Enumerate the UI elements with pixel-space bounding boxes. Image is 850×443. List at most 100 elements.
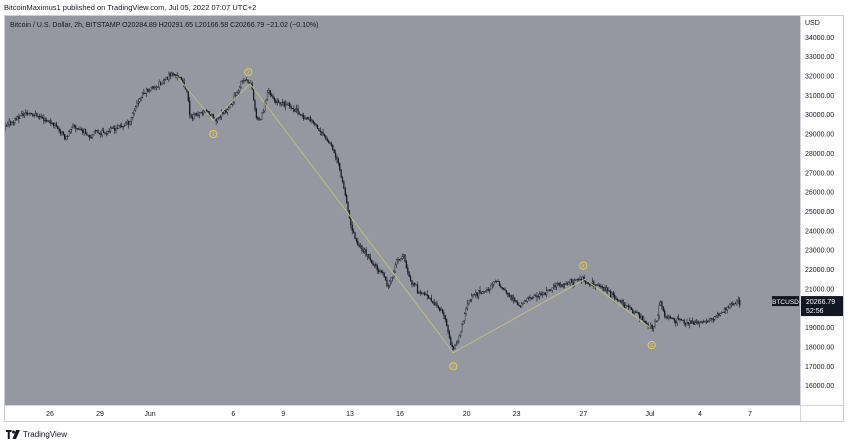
candle-body	[172, 72, 174, 76]
candle-body	[152, 86, 155, 89]
candle-body	[439, 307, 441, 311]
candle-body	[161, 83, 163, 86]
candle-body	[421, 291, 423, 294]
candle-body	[436, 303, 438, 307]
candle-body	[416, 284, 419, 293]
candle-body	[447, 325, 449, 333]
candle-body	[89, 134, 91, 138]
candle-body	[348, 210, 351, 218]
candle-body	[315, 124, 317, 126]
candle-body	[344, 188, 346, 196]
symbol-tag-text: BTCUSD	[772, 299, 799, 306]
candle-body	[39, 116, 41, 118]
ohlc-legend-part: H	[159, 22, 164, 29]
candle-body	[96, 130, 98, 132]
candle-body	[116, 128, 119, 130]
candle-body	[236, 92, 238, 96]
candle-body	[225, 110, 227, 113]
candle-body	[308, 117, 310, 120]
candle-body	[372, 262, 374, 266]
y-tick-label: 27000.00	[805, 170, 834, 177]
candle-body	[569, 279, 571, 283]
candle-body	[482, 291, 484, 294]
candle-body	[502, 288, 505, 290]
x-tick-label: 26	[46, 411, 54, 418]
candle-body	[93, 131, 95, 135]
candle-body	[534, 295, 537, 297]
candle-body	[461, 324, 463, 332]
candle-body	[61, 131, 63, 134]
candle-body	[101, 130, 103, 135]
x-tick-label: Jul	[646, 411, 655, 418]
candle-body	[508, 293, 510, 297]
candle-body	[336, 156, 338, 160]
candle-body	[244, 80, 246, 82]
candle-body	[419, 291, 421, 294]
candle-body	[689, 320, 691, 324]
candle-body	[22, 113, 24, 117]
candle-body	[59, 130, 62, 134]
candle-body	[272, 95, 274, 99]
y-tick-label: 24000.00	[805, 228, 834, 235]
candle-body	[675, 320, 677, 324]
footer-brand[interactable]: TradingView	[23, 429, 68, 439]
candle-body	[727, 306, 730, 308]
candle-body	[73, 124, 76, 127]
candle-body	[159, 81, 162, 86]
x-tick-label: 16	[396, 411, 404, 418]
candle-body	[580, 278, 583, 281]
candle-body	[425, 294, 427, 296]
ohlc-legend-part: O	[122, 22, 128, 29]
candle-body	[418, 292, 420, 294]
candle-body	[536, 295, 538, 298]
candlestick-chart[interactable]: 34000.00 33000.00 32000.00 31000.00 30000.00…	[5, 16, 843, 421]
candle-body	[526, 298, 528, 302]
candle-body	[29, 112, 31, 114]
candle-body	[407, 267, 409, 273]
candle-body	[287, 102, 289, 106]
candle-body	[605, 287, 608, 291]
candle-body	[87, 134, 89, 136]
candle-body	[102, 130, 105, 133]
wave-count-line	[176, 75, 651, 354]
candle-body	[427, 295, 430, 299]
wave-label-circle	[579, 261, 588, 270]
candle-body	[662, 306, 664, 312]
y-tick-label: 33000.00	[805, 54, 834, 61]
candle-body	[571, 279, 573, 283]
candle-body	[487, 289, 489, 291]
candle-body	[658, 305, 660, 316]
candle-body	[68, 131, 70, 137]
candle-body	[568, 282, 570, 285]
candle-body	[154, 87, 156, 89]
candle-body	[312, 120, 314, 123]
ohlc-legend-part: 20291.65	[164, 22, 195, 29]
candle-body	[479, 290, 481, 294]
candle-body	[543, 292, 545, 295]
candle-body	[121, 126, 123, 128]
candle-body	[247, 79, 249, 83]
candle-body	[365, 249, 367, 257]
candle-body	[132, 113, 134, 118]
candle-body	[586, 281, 588, 284]
candle-body	[672, 317, 674, 319]
candle-body	[271, 94, 273, 97]
candle-body	[226, 109, 228, 113]
candle-body	[323, 134, 326, 137]
candle-body	[65, 136, 67, 140]
candle-body	[576, 278, 578, 280]
candle-body	[14, 118, 16, 124]
candle-body	[333, 149, 335, 154]
price-tag-countdown: 52:56	[806, 308, 824, 315]
candle-body	[473, 294, 476, 296]
wave-label-text: 1	[212, 132, 215, 138]
candle-body	[646, 323, 648, 325]
candle-body	[400, 258, 402, 260]
candle-body	[202, 110, 205, 114]
candle-body	[609, 290, 612, 297]
candle-body	[464, 313, 466, 322]
candle-body	[339, 162, 341, 170]
chart-frame[interactable]: 34000.00 33000.00 32000.00 31000.00 30000.00…	[4, 15, 844, 422]
candle-body	[352, 230, 355, 233]
candle-body	[19, 114, 21, 119]
